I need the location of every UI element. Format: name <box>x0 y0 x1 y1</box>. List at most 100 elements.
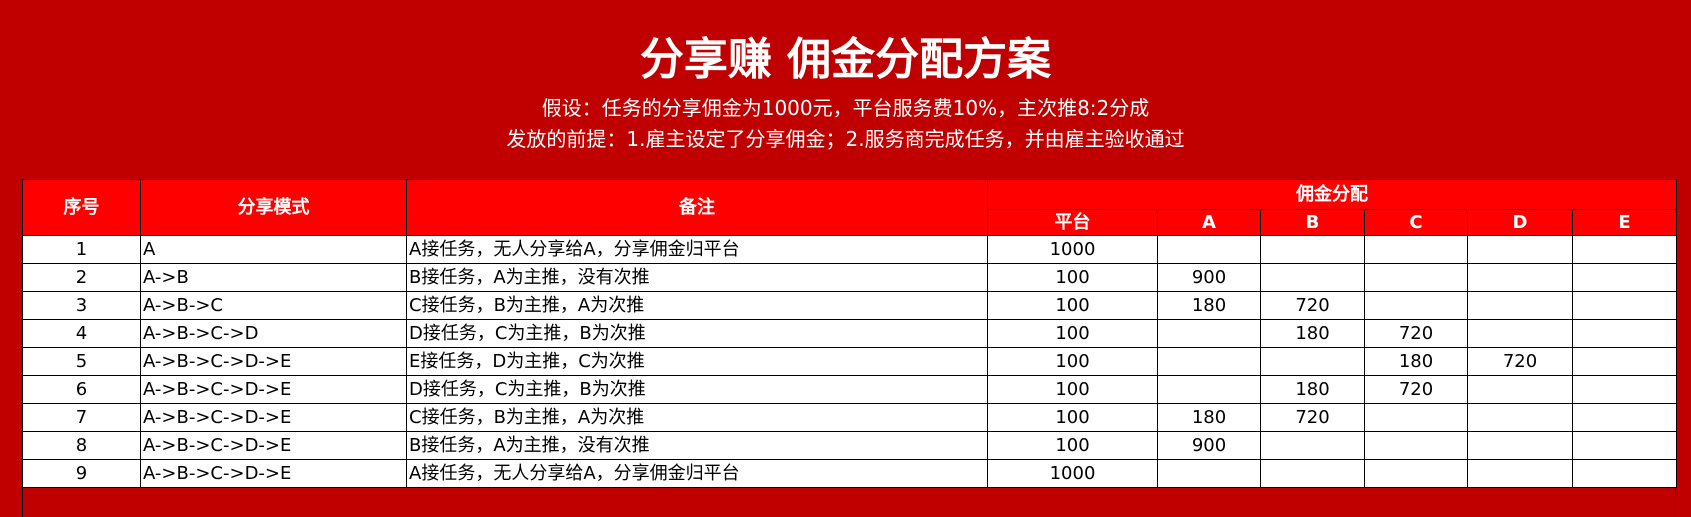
header-c: C <box>1364 209 1468 236</box>
cell-mode[interactable]: A->B->C->D->E <box>140 375 407 404</box>
cell-a[interactable]: 900 <box>1157 263 1261 292</box>
cell-a[interactable]: 900 <box>1157 431 1261 460</box>
table-row: 9 A->B->C->D->E A接任务，无人分享给A，分享佣金归平台 1000 <box>22 459 1678 488</box>
header-b: B <box>1260 209 1365 236</box>
cell-e[interactable] <box>1571 375 1678 404</box>
cell-b[interactable]: 720 <box>1260 403 1365 432</box>
cell-mode[interactable]: A->B->C->D->E <box>140 431 407 460</box>
cell-index[interactable]: 2 <box>22 263 141 292</box>
cell-note[interactable]: B接任务，A为主推，没有次推 <box>406 263 988 292</box>
commission-table: 序号 分享模式 备注 佣金分配 平台 A B C D E 1 A A接任务，无人分享… <box>22 179 1678 488</box>
table-row: 6 A->B->C->D->E D接任务，C为主推，B为次推 100 180 720 <box>22 375 1678 404</box>
cell-b[interactable]: 180 <box>1260 375 1365 404</box>
cell-d[interactable] <box>1467 263 1573 292</box>
cell-e[interactable] <box>1571 347 1678 376</box>
header-a: A <box>1157 209 1261 236</box>
cell-d[interactable] <box>1467 375 1573 404</box>
cell-index[interactable]: 3 <box>22 291 141 320</box>
header-platform: 平台 <box>987 209 1158 236</box>
cell-mode[interactable]: A->B->C->D->E <box>140 403 407 432</box>
cell-note[interactable]: A接任务，无人分享给A，分享佣金归平台 <box>406 235 988 264</box>
cell-note[interactable]: B接任务，A为主推，没有次推 <box>406 431 988 460</box>
cell-index[interactable]: 8 <box>22 431 141 460</box>
cell-d[interactable] <box>1467 459 1573 488</box>
cell-index[interactable]: 7 <box>22 403 141 432</box>
cell-d[interactable]: 720 <box>1467 347 1573 376</box>
precondition-text: 发放的前提：1.雇主设定了分享佣金；2.服务商完成任务，并由雇主验收通过 <box>506 127 1185 151</box>
cell-platform[interactable]: 1000 <box>987 459 1158 488</box>
cell-mode[interactable]: A->B->C <box>140 291 407 320</box>
cell-b[interactable] <box>1260 459 1365 488</box>
cell-c[interactable] <box>1364 291 1468 320</box>
cell-d[interactable] <box>1467 403 1573 432</box>
cell-index[interactable]: 4 <box>22 319 141 348</box>
cell-c[interactable] <box>1364 431 1468 460</box>
cell-platform[interactable]: 100 <box>987 291 1158 320</box>
cell-note[interactable]: C接任务，B为主推，A为次推 <box>406 403 988 432</box>
cell-c[interactable]: 180 <box>1364 347 1468 376</box>
table-row: 4 A->B->C->D D接任务，C为主推，B为次推 100 180 720 <box>22 319 1678 348</box>
cell-a[interactable]: 180 <box>1157 291 1261 320</box>
table-row: 1 A A接任务，无人分享给A，分享佣金归平台 1000 <box>22 235 1678 264</box>
cell-e[interactable] <box>1571 459 1678 488</box>
cell-a[interactable] <box>1157 319 1261 348</box>
cell-note[interactable]: D接任务，C为主推，B为次推 <box>406 319 988 348</box>
cell-e[interactable] <box>1571 403 1678 432</box>
assumption-text: 假设：任务的分享佣金为1000元，平台服务费10%，主次推8:2分成 <box>541 96 1150 120</box>
cell-index[interactable]: 1 <box>22 235 141 264</box>
table-footer-band <box>22 487 1676 517</box>
cell-e[interactable] <box>1571 235 1678 264</box>
cell-platform[interactable]: 100 <box>987 263 1158 292</box>
cell-b[interactable]: 180 <box>1260 319 1365 348</box>
cell-d[interactable] <box>1467 291 1573 320</box>
cell-b[interactable]: 720 <box>1260 291 1365 320</box>
cell-c[interactable] <box>1364 235 1468 264</box>
cell-platform[interactable]: 100 <box>987 403 1158 432</box>
cell-note[interactable]: D接任务，C为主推，B为次推 <box>406 375 988 404</box>
cell-a[interactable] <box>1157 459 1261 488</box>
cell-c[interactable] <box>1364 459 1468 488</box>
cell-index[interactable]: 6 <box>22 375 141 404</box>
cell-mode[interactable]: A <box>140 235 407 264</box>
page-title: 分享赚 佣金分配方案 <box>639 34 1052 85</box>
table-row: 2 A->B B接任务，A为主推，没有次推 100 900 <box>22 263 1678 292</box>
cell-d[interactable] <box>1467 319 1573 348</box>
cell-mode[interactable]: A->B->C->D->E <box>140 459 407 488</box>
cell-b[interactable] <box>1260 263 1365 292</box>
table-row: 5 A->B->C->D->E E接任务，D为主推，C为次推 100 180 720 <box>22 347 1678 376</box>
cell-platform[interactable]: 1000 <box>987 235 1158 264</box>
cell-e[interactable] <box>1571 431 1678 460</box>
cell-c[interactable] <box>1364 263 1468 292</box>
header-note: 备注 <box>406 179 988 236</box>
cell-a[interactable] <box>1157 235 1261 264</box>
cell-b[interactable] <box>1260 431 1365 460</box>
cell-d[interactable] <box>1467 235 1573 264</box>
cell-e[interactable] <box>1571 263 1678 292</box>
cell-a[interactable] <box>1157 347 1261 376</box>
cell-platform[interactable]: 100 <box>987 319 1158 348</box>
cell-index[interactable]: 9 <box>22 459 141 488</box>
cell-c[interactable]: 720 <box>1364 319 1468 348</box>
cell-mode[interactable]: A->B->C->D->E <box>140 347 407 376</box>
cell-index[interactable]: 5 <box>22 347 141 376</box>
cell-mode[interactable]: A->B <box>140 263 407 292</box>
table-row: 8 A->B->C->D->E B接任务，A为主推，没有次推 100 900 <box>22 431 1678 460</box>
cell-note[interactable]: E接任务，D为主推，C为次推 <box>406 347 988 376</box>
cell-e[interactable] <box>1571 291 1678 320</box>
cell-mode[interactable]: A->B->C->D <box>140 319 407 348</box>
cell-platform[interactable]: 100 <box>987 431 1158 460</box>
table-row: 7 A->B->C->D->E C接任务，B为主推，A为次推 100 180 720 <box>22 403 1678 432</box>
cell-note[interactable]: A接任务，无人分享给A，分享佣金归平台 <box>406 459 988 488</box>
cell-c[interactable] <box>1364 403 1468 432</box>
cell-a[interactable]: 180 <box>1157 403 1261 432</box>
cell-platform[interactable]: 100 <box>987 347 1158 376</box>
cell-e[interactable] <box>1571 319 1678 348</box>
cell-d[interactable] <box>1467 431 1573 460</box>
header-d: D <box>1467 209 1573 236</box>
cell-note[interactable]: C接任务，B为主推，A为次推 <box>406 291 988 320</box>
cell-platform[interactable]: 100 <box>987 375 1158 404</box>
cell-c[interactable]: 720 <box>1364 375 1468 404</box>
cell-a[interactable] <box>1157 375 1261 404</box>
cell-b[interactable] <box>1260 235 1365 264</box>
cell-b[interactable] <box>1260 347 1365 376</box>
